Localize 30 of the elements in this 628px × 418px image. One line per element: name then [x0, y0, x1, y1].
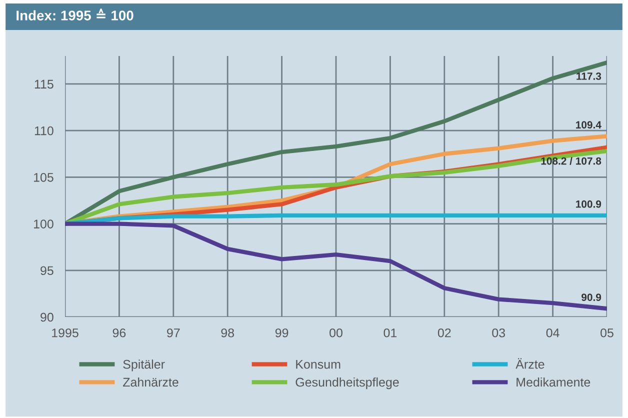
x-tick-label: 1995: [52, 328, 78, 338]
y-tick-label: 115: [34, 80, 54, 89]
x-tick-label: 01: [384, 328, 397, 338]
y-tick-label: 95: [40, 266, 54, 276]
annotation: 108.2 / 107.8: [541, 157, 602, 165]
legend-label: Gesundheitspflege: [296, 377, 399, 390]
legend-label: Konsum: [296, 360, 340, 369]
chart-title: Index: 1995 ≙ 100: [16, 8, 134, 20]
y-tick-label: 105: [34, 172, 54, 182]
y-tick-label: 100: [34, 220, 54, 228]
x-tick-label: 96: [112, 328, 126, 338]
line-series: [65, 222, 607, 311]
x-tick-label: 03: [492, 328, 506, 338]
x-tick-label: 99: [275, 328, 288, 338]
annotation: 109.4: [576, 121, 602, 129]
x-tick-label: 00: [330, 328, 342, 338]
y-tick-label: 90: [40, 312, 54, 322]
annotation: 90.9: [582, 294, 602, 301]
legend-label: Zahnärzte: [123, 377, 178, 387]
legend-label: Ärzte: [516, 358, 544, 369]
x-tick-label: 98: [221, 328, 234, 338]
x-tick-label: 02: [438, 328, 451, 338]
annotation: 100.9: [576, 200, 602, 208]
legend-label: Spitäler: [123, 360, 165, 372]
y-tick-label: 110: [34, 126, 54, 136]
legend-label: Medikamente: [516, 377, 590, 387]
x-tick-label: 04: [546, 328, 560, 338]
annotation: 117.3: [576, 72, 602, 80]
x-tick-label: 97: [167, 328, 180, 338]
x-tick-label: 05: [600, 328, 614, 338]
